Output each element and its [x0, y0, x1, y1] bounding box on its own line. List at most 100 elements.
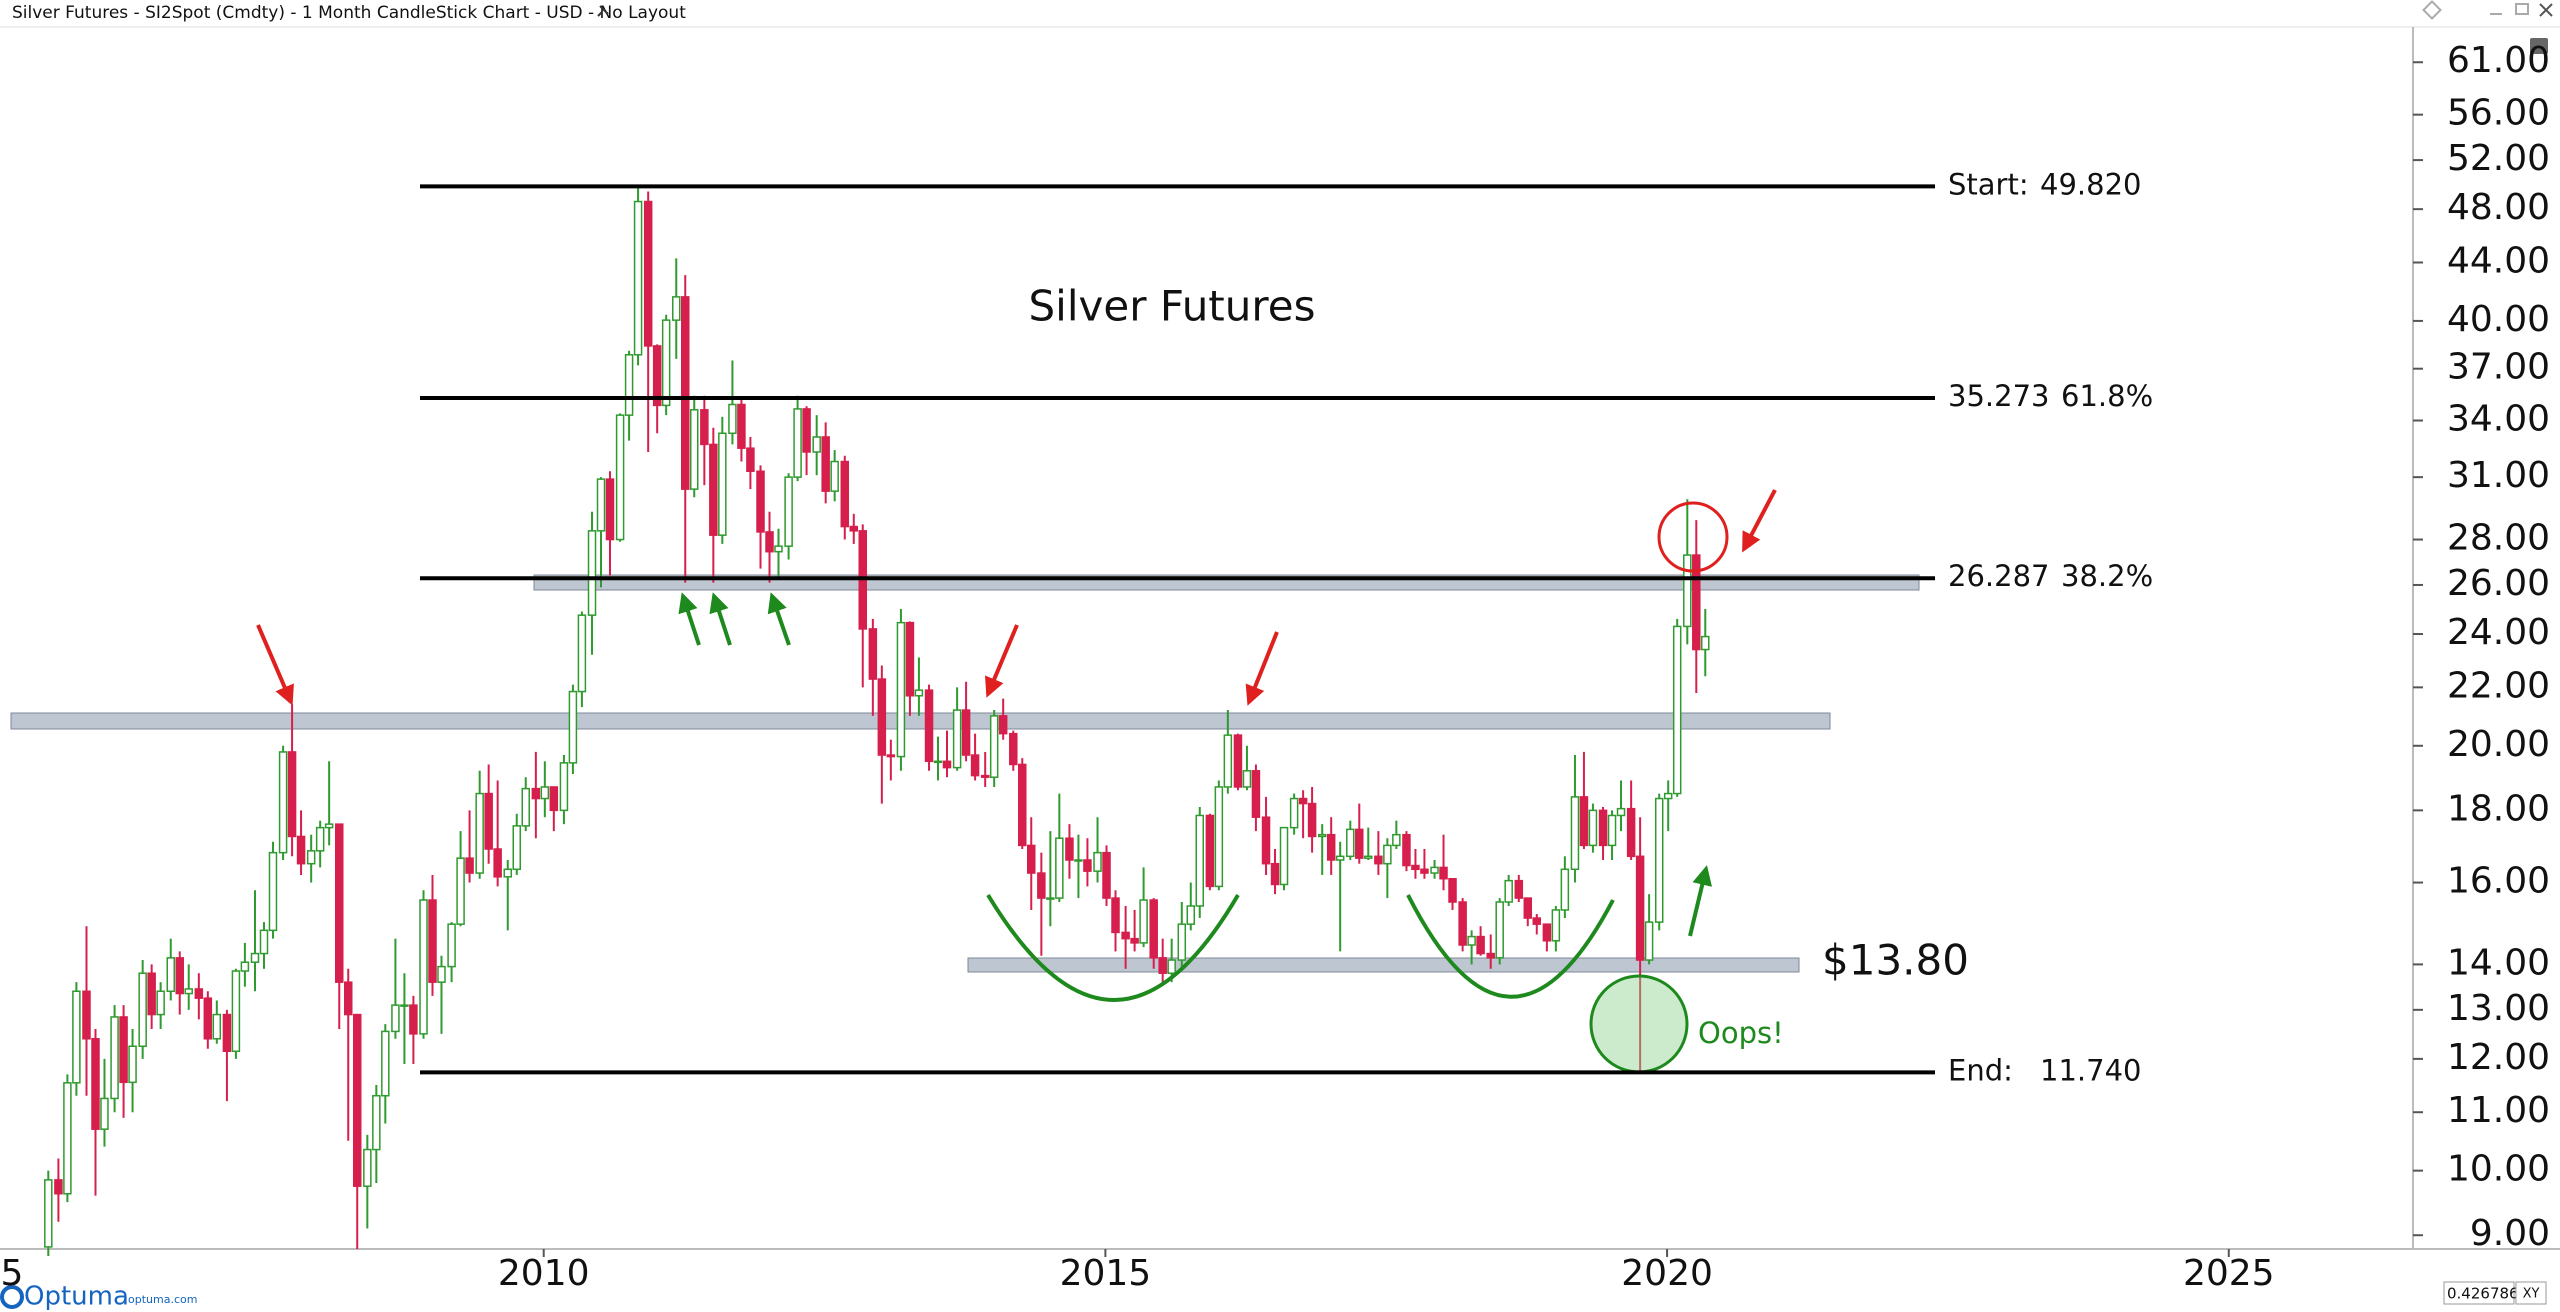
candle-body [184, 988, 193, 995]
x-tick-label: 2015 [1060, 1253, 1152, 1294]
candle-body [503, 868, 513, 878]
candle-body [568, 690, 578, 764]
candle-body [428, 899, 437, 983]
candle-body [1289, 797, 1299, 829]
x-tick-label: 5 [1, 1253, 24, 1294]
candle-body [905, 621, 915, 697]
candle-body [1355, 828, 1364, 859]
candle-body [1504, 879, 1513, 903]
candle-body [1570, 796, 1580, 871]
candle-body [914, 689, 924, 697]
candle-body [287, 751, 297, 838]
arrow [984, 624, 1019, 698]
candle-body [1307, 802, 1317, 838]
arrow [767, 592, 791, 646]
candle-body [970, 754, 980, 777]
candle-body [700, 409, 709, 446]
candle-body [1626, 807, 1636, 858]
price-label: $13.80 [1822, 936, 1969, 985]
resistance-band [10, 712, 1831, 730]
candle-body [1233, 734, 1243, 788]
arrow [1742, 489, 1777, 553]
y-tick-label: 40.00 [2447, 299, 2550, 340]
candle-body [1420, 868, 1429, 874]
candle-body [456, 857, 465, 925]
candle-body [1635, 855, 1645, 961]
candle-body [924, 689, 934, 763]
candle-body [1374, 855, 1383, 865]
candle-body [980, 774, 990, 778]
candle-body [343, 981, 353, 1016]
y-tick-label: 56.00 [2447, 93, 2550, 134]
candle-body [110, 1016, 119, 1100]
candle-body [1588, 809, 1598, 847]
candle-body [1411, 864, 1420, 871]
y-tick-label: 37.00 [2447, 347, 2550, 388]
restore-icon[interactable] [2515, 3, 2529, 15]
close-icon[interactable] [2539, 3, 2553, 17]
candle-body [1514, 879, 1524, 899]
candle-body [222, 1013, 232, 1053]
candle-body [559, 762, 569, 812]
candle-body [540, 786, 550, 800]
y-tick-label: 13.00 [2447, 988, 2550, 1029]
fib-name: Start: [1948, 167, 2029, 201]
cursor-mode[interactable]: XY [2523, 1287, 2540, 1302]
green-arrows [678, 592, 1713, 937]
candle-body [1364, 855, 1373, 859]
site: optuma.com [128, 1293, 197, 1306]
candle-body [1346, 828, 1355, 858]
pin-icon[interactable] [2422, 0, 2442, 20]
candle-body [849, 525, 859, 532]
candle-body [1130, 937, 1139, 944]
fib-value: 35.273 [1948, 379, 2049, 413]
candle-body [998, 715, 1008, 735]
x-tick-label: 2025 [2183, 1253, 2275, 1294]
candle-body [1195, 814, 1205, 907]
y-tick-label: 31.00 [2447, 455, 2550, 496]
candle-body [784, 476, 793, 547]
candle-body [100, 1097, 109, 1130]
y-tick-label: 10.00 [2447, 1149, 2550, 1190]
y-tick-label: 52.00 [2447, 138, 2550, 179]
candle-body [830, 460, 839, 492]
candle-body [615, 414, 625, 541]
candle-body [1607, 814, 1617, 847]
candle-body [521, 787, 530, 827]
candle-body [1242, 770, 1252, 788]
candle-body [1270, 862, 1280, 886]
candle-body [315, 826, 325, 852]
candle-body [577, 614, 587, 693]
base-arc [1406, 894, 1615, 999]
candle-body [624, 354, 634, 416]
candle-body [1139, 899, 1148, 944]
candle-body [728, 403, 737, 435]
candle-body [709, 443, 718, 536]
cursor-mode-box[interactable] [2515, 1281, 2547, 1305]
candle-body [166, 957, 176, 993]
candle-body [1326, 833, 1336, 861]
y-tick-label: 14.00 [2447, 942, 2550, 983]
arrow [709, 592, 732, 646]
edit-icon[interactable] [597, 5, 609, 17]
candle-body [1205, 814, 1215, 888]
candle-body [961, 709, 971, 756]
lock-icon[interactable] [2530, 38, 2548, 54]
candle-body [1683, 554, 1692, 628]
candle-body [372, 1094, 381, 1151]
logo-box [0, 1280, 190, 1312]
candle-body [44, 1179, 53, 1248]
candle-body [1560, 868, 1570, 911]
candle-body [633, 200, 643, 356]
candle-body [212, 1013, 222, 1040]
candle-body [737, 403, 746, 449]
candle-body [1083, 859, 1092, 872]
y-tick-label: 22.00 [2447, 665, 2550, 706]
candle-body [1663, 792, 1673, 800]
fib-ratio: 61.8% [2061, 379, 2153, 413]
x-tick-label: 2020 [1621, 1253, 1713, 1294]
candle-body [1383, 844, 1392, 865]
candle-body [1298, 797, 1308, 805]
fib-value: 26.287 [1948, 559, 2049, 593]
candle-body [82, 990, 91, 1040]
